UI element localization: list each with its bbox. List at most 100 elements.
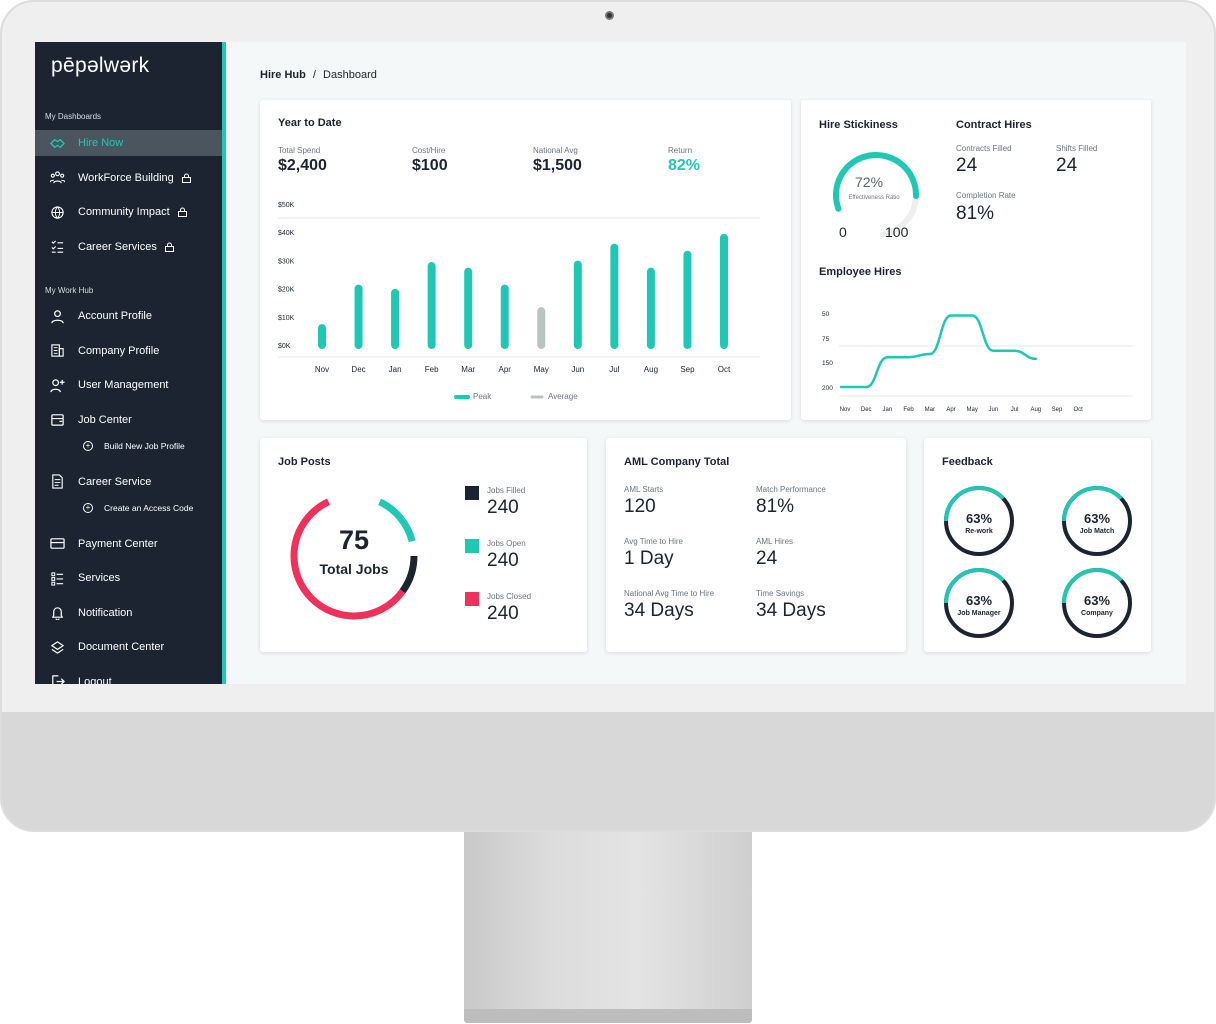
feedback-label: Re-work	[965, 528, 993, 535]
globe-icon	[48, 203, 66, 221]
x-tick-label: Sep	[680, 365, 695, 374]
hire-stickiness-card: Hire Stickiness 72% Effectiveness Ratio …	[801, 100, 1151, 420]
legend-average-label: Average	[548, 392, 578, 401]
x-tick-label: May	[534, 365, 549, 374]
feedback-value: 63%	[966, 511, 992, 526]
metric-label: National Avg Time to Hire	[624, 589, 715, 598]
feedback-rings: 63% Re-work 63% Job Match 63% Job Manager 63% C…	[944, 486, 1132, 638]
sidebar-item-account-profile[interactable]: Account Profile	[35, 303, 222, 329]
employee-hires-title: Employee Hires	[819, 266, 902, 278]
donut-segment-filled[interactable]	[290, 492, 418, 620]
legend-label: Jobs Filled	[487, 486, 526, 495]
gauge-value: 72%	[855, 174, 884, 190]
metric-label: Total Spend	[278, 146, 321, 155]
section-my-work-hub: My Work Hub	[45, 286, 94, 295]
legend-value: 240	[487, 603, 519, 624]
sidebar-item-community-impact[interactable]: Community Impact	[35, 199, 222, 225]
monitor-frame: pēpəlwərk My Dashboards Hire Now WorkForc…	[0, 0, 1216, 832]
y-tick-label: $10K	[278, 315, 295, 322]
x-tick-label: Dec	[351, 365, 365, 374]
sidebar-item-user-management[interactable]: User Management	[35, 372, 222, 398]
metric-value: 1 Day	[624, 548, 674, 569]
y-tick-label: $0K	[278, 343, 291, 350]
camera	[605, 11, 614, 20]
sidebar-item-career-service[interactable]: Career Service	[35, 469, 222, 495]
feedback-value: 63%	[1084, 593, 1110, 608]
x-tick-label: Aug	[644, 365, 658, 374]
metric-label: Match Performance	[756, 485, 826, 494]
sidebar-item-label: User Management	[78, 379, 169, 391]
sidebar-item-logout[interactable]: Logout	[35, 669, 222, 685]
card-title: Hire Stickiness	[819, 119, 898, 131]
card-title: Job Posts	[278, 456, 331, 468]
sidebar-subitem-create-an-access-code[interactable]: + Create an Access Code	[83, 499, 193, 517]
feedback-card: Feedback 63% Re-work 63% Job Match 63% Job Ma…	[924, 438, 1151, 652]
metric-value: 34 Days	[756, 600, 826, 621]
plus-circle-icon: +	[83, 441, 93, 451]
feedback-value: 63%	[1084, 511, 1110, 526]
metric-label: National Avg	[533, 146, 578, 155]
sidebar-item-hire-now[interactable]: Hire Now	[35, 130, 222, 156]
x-tick-label: Mar	[461, 365, 475, 374]
x-tick-label: Feb	[903, 407, 914, 413]
sidebar-item-company-profile[interactable]: Company Profile	[35, 338, 222, 364]
breadcrumb-current: Dashboard	[323, 69, 377, 81]
job-posts-donut-chart	[290, 492, 418, 620]
card-title: Feedback	[942, 456, 993, 468]
y-tick-label: 150	[822, 360, 833, 367]
metric-label: Time Savings	[756, 589, 805, 598]
handshake-icon	[48, 134, 66, 152]
employee-hires-line-chart: 50 75 150 200 Nov Dec Jan Feb Mar Apr May Jun Jul Aug…	[822, 311, 1133, 413]
app-logo[interactable]: pēpəlwərk	[51, 54, 150, 77]
sidebar-item-label: Career Services	[78, 240, 157, 253]
x-tick-label: Apr	[946, 407, 955, 413]
metric-value: 34 Days	[624, 600, 694, 621]
sidebar-item-label: Services	[78, 572, 121, 584]
sidebar-item-services[interactable]: Services	[35, 565, 222, 591]
x-tick-label: Jul	[609, 365, 619, 374]
jobs-filled-swatch	[465, 486, 479, 500]
sidebar-subitem-label: Build New Job Profile	[104, 441, 185, 451]
year-to-date-card: Year to Date Total Spend $2,400 Cost/Hir…	[260, 100, 791, 420]
x-tick-label: Oct	[718, 365, 731, 374]
x-tick-label: Oct	[1074, 407, 1084, 413]
sidebar: pēpəlwərk My Dashboards Hire Now WorkForc…	[35, 42, 226, 684]
breadcrumb: Hire Hub / Dashboard	[260, 69, 377, 81]
user-plus-icon	[48, 376, 66, 394]
sidebar-item-career-services[interactable]: Career Services	[35, 234, 222, 260]
layers-icon	[48, 638, 66, 656]
y-tick-label: $20K	[278, 287, 295, 294]
user-icon	[48, 307, 66, 325]
legend-peak-label: Peak	[473, 392, 492, 401]
plus-circle-icon: +	[83, 503, 93, 513]
document-icon	[48, 473, 66, 491]
contract-hires-title: Contract Hires	[956, 119, 1032, 131]
sidebar-subitem-build-new-job-profile[interactable]: + Build New Job Profile	[83, 437, 185, 455]
sidebar-item-label: Account Profile	[78, 310, 152, 322]
sidebar-item-label: Logout	[78, 675, 112, 685]
gauge-caption: Effectiveness Ratio	[848, 195, 900, 201]
metric-label: AML Hires	[756, 537, 794, 546]
job-posts-card: Job Posts 75 Total Jobs Jobs Filled 240 …	[260, 438, 587, 652]
sidebar-item-notification[interactable]: Notification	[35, 600, 222, 626]
metric-value: 24	[756, 548, 778, 569]
sidebar-item-job-center[interactable]: Job Center	[35, 407, 222, 433]
breadcrumb-root[interactable]: Hire Hub	[260, 69, 306, 81]
x-tick-label: Jun	[989, 407, 999, 413]
gauge-fill	[833, 152, 919, 212]
donut-segment-closed[interactable]	[290, 492, 418, 620]
monitor-stand-base	[464, 1009, 752, 1023]
x-tick-label: Apr	[499, 365, 512, 374]
y-tick-label: $40K	[278, 230, 295, 237]
feedback-ring-fill	[1062, 486, 1132, 556]
employee-hires-line	[839, 314, 1038, 389]
checklist-icon	[48, 238, 66, 256]
card-title: Year to Date	[278, 117, 342, 129]
sidebar-item-document-center[interactable]: Document Center	[35, 634, 222, 660]
feedback-value: 63%	[966, 593, 992, 608]
feedback-label: Job Manager	[957, 610, 1000, 617]
sidebar-item-workforce-building[interactable]: WorkForce Building	[35, 165, 222, 191]
y-tick-label: 200	[822, 385, 833, 392]
sidebar-item-payment-center[interactable]: Payment Center	[35, 531, 222, 557]
x-tick-label: May	[967, 407, 978, 413]
